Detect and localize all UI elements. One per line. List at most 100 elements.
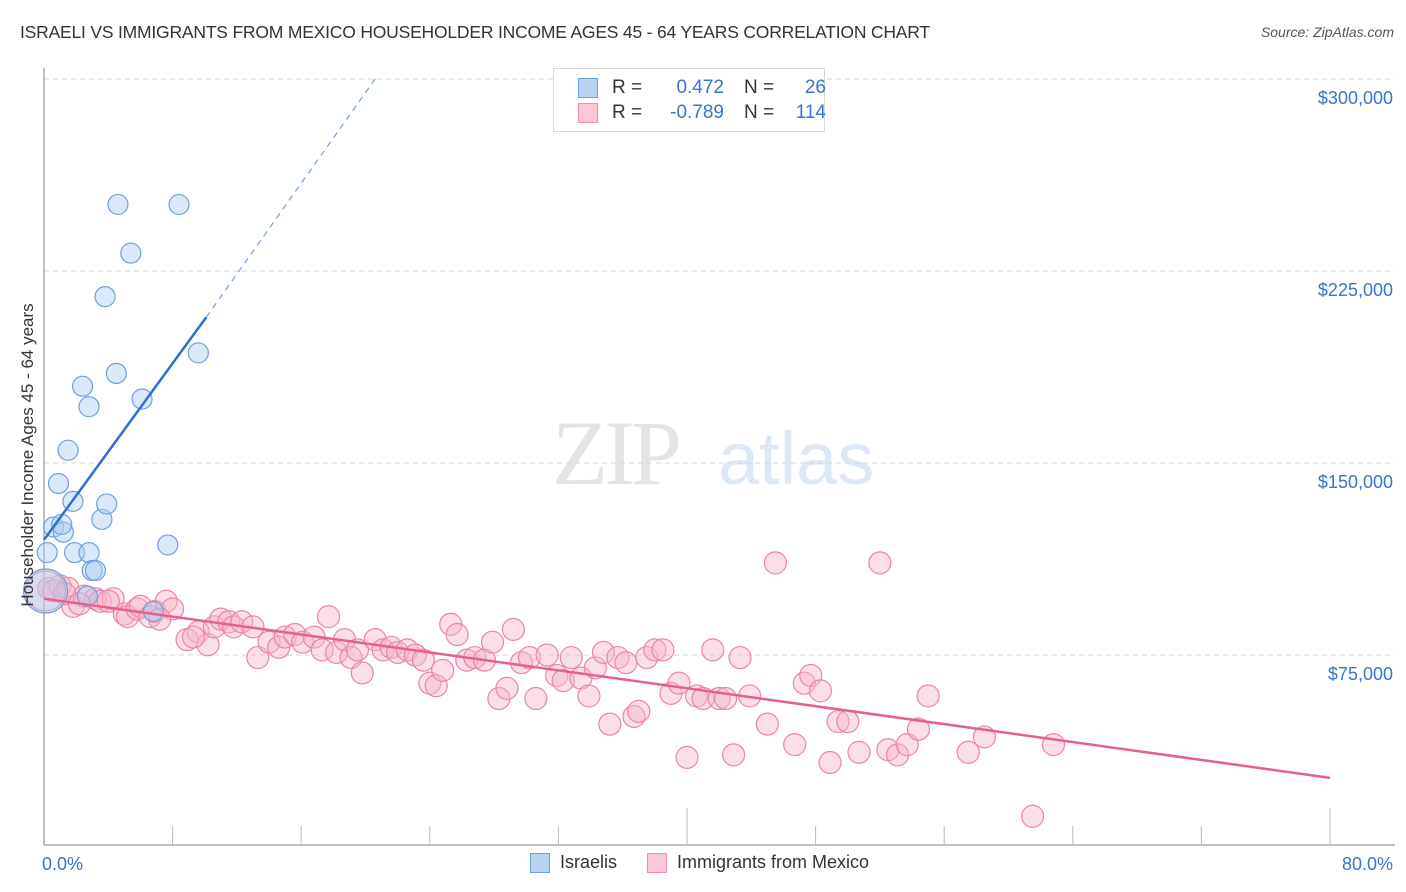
series-legend: Israelis Immigrants from Mexico <box>530 852 899 873</box>
data-point <box>310 638 334 662</box>
data-point <box>783 732 807 757</box>
data-point <box>495 676 519 700</box>
data-point <box>63 541 86 564</box>
series-immigrants-from-mexico <box>25 551 1066 828</box>
data-point <box>524 686 548 711</box>
data-point <box>728 645 752 670</box>
y-tick-label: $300,000 <box>1318 88 1393 108</box>
data-point <box>47 472 70 495</box>
y-tick-label: $75,000 <box>1328 664 1393 684</box>
data-point <box>1021 804 1045 828</box>
watermark-atlas: atlas <box>718 417 875 500</box>
n-value: 114 <box>795 102 826 123</box>
data-point <box>906 717 931 741</box>
gridlines <box>44 78 1395 656</box>
x-tick-label: 80.0% <box>1342 854 1393 874</box>
chart-title: ISRAELI VS IMMIGRANTS FROM MEXICO HOUSEH… <box>20 22 930 42</box>
y-axis-label: Householder Income Ages 45 - 64 years <box>18 303 37 607</box>
data-point <box>956 740 980 764</box>
data-point <box>701 638 725 662</box>
mexico-swatch <box>578 103 598 123</box>
data-point <box>559 645 583 670</box>
data-point <box>107 193 129 216</box>
data-point <box>885 743 910 767</box>
watermark-zip: ZIP <box>552 402 682 504</box>
y-tick-label: $225,000 <box>1318 280 1393 300</box>
data-point <box>94 286 116 308</box>
data-point <box>316 604 341 629</box>
series-israelis <box>23 193 209 623</box>
trend-lines <box>42 78 1331 780</box>
n-label: N = <box>744 102 775 123</box>
legend-row-mexico: R = -0.789 N = 114 <box>578 102 826 124</box>
y-tick-label: $150,000 <box>1318 472 1393 492</box>
data-point <box>78 396 100 418</box>
data-point <box>52 521 74 543</box>
correlation-legend: R = 0.472 N = 26 R = -0.789 N = 114 <box>553 68 826 132</box>
r-value: -0.789 <box>670 102 724 123</box>
data-point <box>23 568 69 614</box>
data-point <box>1041 732 1066 757</box>
data-point <box>424 674 448 698</box>
r-label: R = <box>612 102 643 123</box>
data-point <box>583 656 607 680</box>
x-tick-label: 0.0% <box>42 854 83 874</box>
data-point <box>96 493 118 515</box>
data-point <box>598 712 622 736</box>
data-point <box>591 640 616 665</box>
data-point <box>131 388 153 410</box>
data-point <box>614 651 638 675</box>
data-point <box>627 699 651 723</box>
data-point <box>755 712 779 736</box>
legend-label: Immigrants from Mexico <box>677 852 870 872</box>
data-point <box>84 559 107 582</box>
data-point <box>196 633 220 657</box>
data-point <box>501 617 525 642</box>
data-point <box>105 362 127 384</box>
data-point <box>431 658 455 682</box>
r-label: R = <box>612 77 643 98</box>
legend-item-israelis[interactable]: Israelis <box>530 852 617 873</box>
tick-labels: $300,000 $225,000 $150,000 $75,000 0.0% 80.0% <box>42 88 1393 874</box>
data-point <box>722 743 746 767</box>
n-value: 26 <box>804 77 826 98</box>
data-point <box>577 684 601 708</box>
data-point <box>808 679 833 703</box>
data-point <box>142 600 164 623</box>
israelis-swatch <box>578 78 598 98</box>
source-label: Source: ZipAtlas.com <box>1260 24 1394 40</box>
data-point <box>168 193 190 216</box>
legend-row-israelis: R = 0.472 N = 26 <box>578 77 826 99</box>
data-point <box>763 551 788 575</box>
data-point <box>480 630 505 654</box>
data-point <box>713 686 738 711</box>
data-point <box>187 342 209 364</box>
data-point <box>651 638 675 662</box>
data-point <box>675 745 699 770</box>
data-point <box>57 439 79 461</box>
data-point <box>157 534 179 556</box>
data-point <box>445 622 469 647</box>
data-point <box>350 661 374 685</box>
israelis-swatch <box>530 852 550 873</box>
data-point <box>847 740 871 764</box>
n-label: N = <box>744 77 775 98</box>
mexico-swatch <box>647 852 668 873</box>
data-point <box>535 643 559 667</box>
r-value: 0.472 <box>676 77 724 98</box>
data-point <box>916 684 940 708</box>
data-point <box>71 375 94 397</box>
data-point <box>643 638 667 662</box>
data-point <box>36 541 58 564</box>
data-point <box>411 648 435 672</box>
data-point <box>868 551 892 575</box>
data-point <box>818 750 842 775</box>
axes <box>43 68 1395 846</box>
data-point <box>517 645 542 670</box>
legend-item-mexico[interactable]: Immigrants from Mexico <box>647 852 869 873</box>
data-point <box>161 597 185 621</box>
legend-label: Israelis <box>560 852 618 872</box>
data-point <box>551 668 575 693</box>
data-point <box>836 709 860 734</box>
